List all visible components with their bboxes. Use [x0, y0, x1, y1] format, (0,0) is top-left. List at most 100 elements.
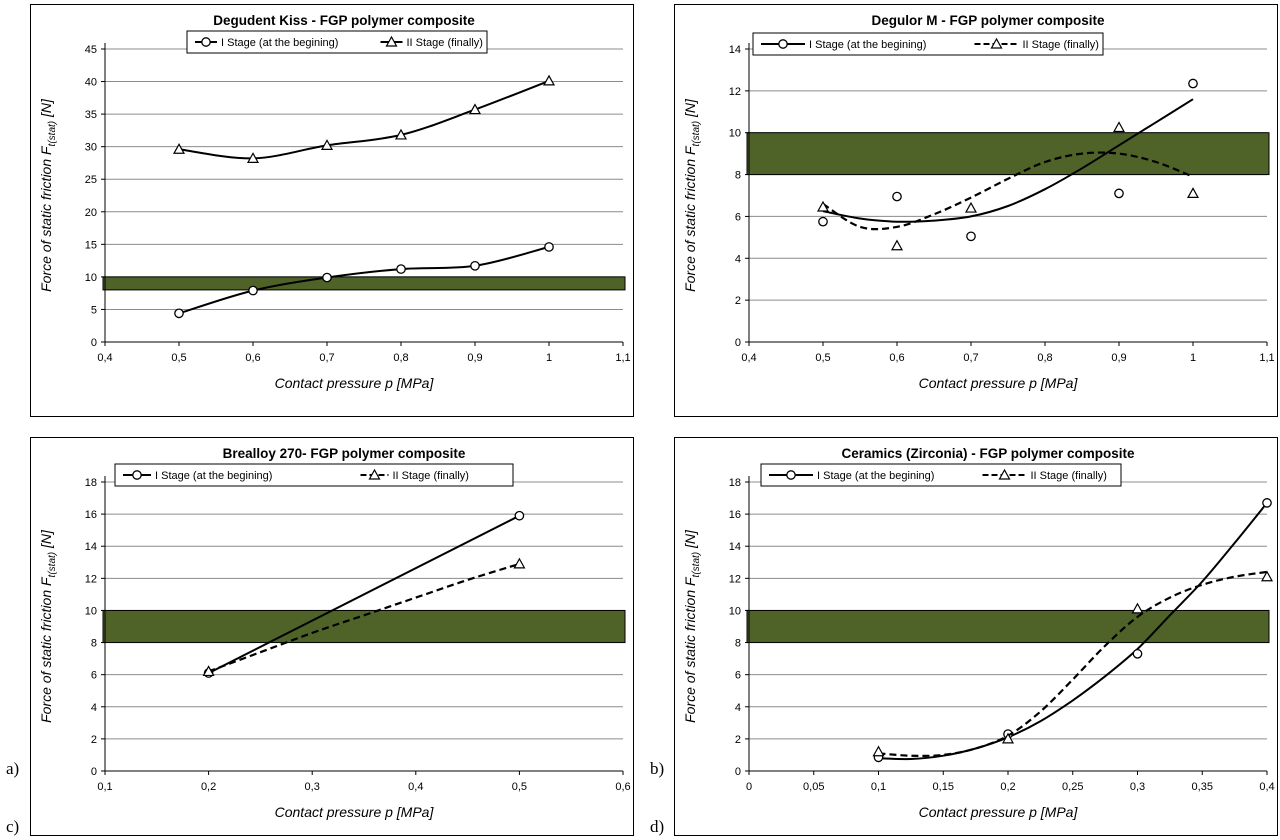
chart-d-series-2-line	[878, 570, 1268, 757]
chart-b-series-2-point	[964, 201, 978, 213]
chart-c-x-tick-label: 0,2	[201, 781, 216, 793]
panel-letter-a: a)	[6, 759, 20, 778]
chart-b-series-1-point	[818, 216, 828, 227]
chart-b-y-tick-label: 0	[735, 337, 741, 349]
chart-c-x-tick-label: 0,5	[512, 781, 527, 793]
chart-c-series-1	[203, 510, 525, 678]
chart-a-series-1-line	[178, 245, 550, 315]
chart-a-legend: I Stage (at the begining) II Stage (final…	[186, 30, 488, 54]
chart-a-y-tick-label: 0	[91, 337, 97, 349]
chart-c-y-label: Force of static friction Ft(stat) [N]	[38, 529, 58, 723]
chart-d-legend-marker-1	[786, 470, 796, 480]
chart-d-y-tick-label: 4	[735, 702, 741, 714]
chart-a-x-tick-label: 1	[546, 352, 552, 364]
chart-c-x-tick-label: 0,1	[97, 781, 112, 793]
chart-b-legend-label-2: II Stage (finally)	[1023, 39, 1099, 51]
chart-a-x-tick-label: 0,8	[393, 352, 408, 364]
chart-b-y-tick-label: 10	[729, 128, 741, 140]
chart-b-series-1-line	[822, 98, 1194, 223]
chart-d-series-2-point	[1131, 602, 1144, 614]
chart-c-legend-box	[114, 463, 514, 487]
chart-c-x-tick-label: 0,3	[305, 781, 320, 793]
chart-a-legend-box	[186, 30, 488, 54]
chart-a-series-1	[174, 242, 554, 319]
chart-a-y-tick-label: 10	[85, 272, 97, 284]
chart-a-x-tick-label: 1,1	[615, 352, 630, 364]
chart-b-y-label-sub: t(stat)	[691, 121, 702, 147]
chart-d-x-label: Contact pressure p [MPa]	[919, 804, 1079, 820]
chart-d-x-tick-label: 0,05	[803, 781, 824, 793]
chart-a-x-label: Contact pressure p [MPa]	[275, 375, 435, 391]
chart-c-x-tick-label: 0,6	[615, 781, 630, 793]
chart-b-legend-marker-2	[990, 37, 1003, 49]
chart-b-series-1-point	[1114, 188, 1124, 199]
chart-b-series-1-point	[892, 191, 902, 202]
chart-d-series-1-point	[1132, 648, 1143, 659]
panel-letter-b: b)	[650, 759, 665, 778]
chart-a-legend-label-2: II Stage (finally)	[407, 37, 483, 49]
chart-b-title: Degulor M - FGP polymer composite	[871, 13, 1105, 28]
chart-c-series-2-point	[202, 665, 215, 677]
chart-b-x-tick-label: 0,9	[1111, 352, 1126, 364]
chart-d-legend: I Stage (at the begining) II Stage (final…	[760, 463, 1122, 487]
chart-b-x-label: Contact pressure p [MPa]	[919, 375, 1079, 391]
chart-c-series-2-line	[208, 562, 520, 673]
panel-letter-d: d)	[650, 817, 665, 836]
chart-d-series-2-point	[1001, 732, 1015, 744]
chart-b-y-label-main: Force of static friction F	[682, 145, 698, 292]
chart-b-series-1-point	[966, 231, 976, 242]
chart-c-series-1-line	[208, 514, 520, 674]
chart-b-band	[746, 132, 1270, 176]
chart-a-y-label: Force of static friction Ft(stat) [N]	[38, 98, 58, 292]
chart-b-x-tick-label: 0,5	[815, 352, 830, 364]
chart-d-y-label-main: Force of static friction F	[682, 576, 698, 723]
chart-a-series-1-point	[322, 272, 332, 283]
chart-c-y-tick-label: 2	[91, 734, 97, 746]
chart-a-svg: 0 5 10 15 20 25 30 35 40 45 0,4 0,5 0,6 0,7 0,8 0,9 1 1,1…	[38, 13, 631, 391]
chart-b-legend-marker-1	[778, 39, 788, 49]
chart-d-y-label-sub: t(stat)	[691, 552, 702, 578]
chart-a-series-2-point	[172, 143, 186, 154]
panel-letter-c: c)	[6, 817, 20, 836]
chart-d-y-tick-label: 8	[735, 638, 741, 650]
chart-c-y-tick-label: 16	[85, 509, 97, 521]
chart-b-y-tick-label: 14	[729, 44, 741, 56]
chart-d-y-tick-label: 10	[729, 605, 741, 617]
chart-c-legend-label-1: I Stage (at the begining)	[155, 470, 272, 482]
chart-b-legend: I Stage (at the begining) II Stage (final…	[752, 32, 1104, 56]
chart-b-y-label: Force of static friction Ft(stat) [N]	[682, 98, 702, 292]
chart-a-series-1-point	[544, 242, 554, 252]
chart-a-y-label-main: Force of static friction F	[38, 145, 54, 292]
chart-b-series-2-point	[1112, 121, 1126, 133]
chart-b-legend-box	[752, 32, 1104, 56]
chart-b-series-2-line	[822, 151, 1194, 231]
chart-a-series-1-point	[174, 308, 184, 319]
chart-a-legend-label-1: I Stage (at the begining)	[221, 37, 338, 49]
chart-c-y-tick-label: 10	[85, 605, 97, 617]
chart-d-legend-box	[760, 463, 1122, 487]
chart-d-y-tick-label: 16	[729, 509, 741, 521]
chart-c-x-tick-label: 0,4	[408, 781, 423, 793]
chart-d-y-tick-label: 14	[729, 541, 741, 553]
chart-d-x-tick-label: 0,3	[1130, 781, 1145, 793]
chart-a-y-tick-label: 35	[85, 109, 97, 121]
chart-d-y-label: Force of static friction Ft(stat) [N]	[682, 529, 702, 723]
chart-d-legend-label-2: II Stage (finally)	[1031, 470, 1107, 482]
chart-a-y-tick-label: 40	[85, 77, 97, 89]
chart-d-x-tick-label: 0,1	[871, 781, 886, 793]
chart-c-y-tick-label: 12	[85, 573, 97, 585]
chart-d-series-2-point	[872, 745, 885, 757]
chart-b-y-label-unit: [N]	[682, 98, 698, 121]
chart-c-y-tick-label: 4	[91, 702, 97, 714]
chart-c-y-tick-label: 18	[85, 477, 97, 489]
chart-c-legend-marker-2	[368, 468, 381, 480]
chart-panel-ceramics-zirconia: 0 2 4 6 8 10 12 14 16 18 0 0,05 0,1 0,15 0,2 0,25 0,3 0,3…	[674, 437, 1278, 836]
chart-c-y-tick-label: 8	[91, 638, 97, 650]
chart-b-series-1	[818, 78, 1198, 242]
chart-d-y-tick-label: 12	[729, 573, 741, 585]
chart-c-series-2	[202, 557, 526, 677]
chart-a-series-2-line	[178, 79, 550, 160]
chart-b-y-tick-label: 4	[735, 253, 741, 265]
chart-c-x-label: Contact pressure p [MPa]	[275, 804, 435, 820]
chart-b-y-tick-label: 6	[735, 211, 741, 223]
